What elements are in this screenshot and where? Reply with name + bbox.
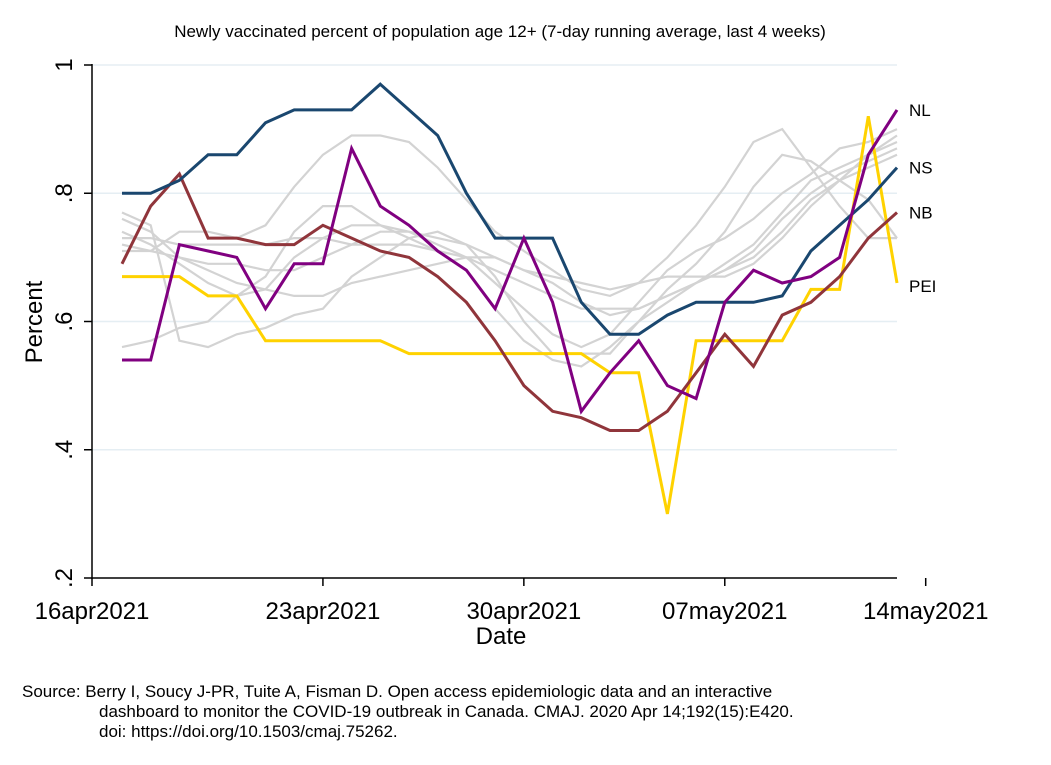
x-tick-label-3: 07may2021 xyxy=(662,598,787,625)
series-labels: NL NS NB PEI xyxy=(909,101,936,296)
x-axis-title: Date xyxy=(476,623,527,650)
series-line-other-7 xyxy=(121,147,898,317)
x-tick-label-1: 23apr2021 xyxy=(266,598,381,625)
series-label-pei: PEI xyxy=(909,277,936,296)
source-line-3: doi: https://doi.org/10.1503/cmaj.75262. xyxy=(99,722,398,741)
series-line-nb xyxy=(120,171,898,432)
series-line-other-3 xyxy=(121,140,898,368)
series-line-other-2 xyxy=(122,127,897,298)
y-tick-label-4: 1 xyxy=(51,58,78,71)
y-tick-label-2: .6 xyxy=(51,311,78,331)
series-line-other-4 xyxy=(122,153,898,310)
chart: Newly vaccinated percent of population a… xyxy=(21,22,989,650)
y-tick-label-3: .8 xyxy=(51,183,78,203)
x-tick-label-0: 16apr2021 xyxy=(35,598,150,625)
y-axis-title: Percent xyxy=(21,280,48,363)
series-line-nl xyxy=(122,109,899,415)
series-line-other-1 xyxy=(121,153,898,355)
x-tick-label-2: 30apr2021 xyxy=(466,598,581,625)
series-label-nl: NL xyxy=(909,101,931,120)
axes: .2 .4 .6 .8 1 16apr2021 23apr2021 30apr2021 07ma… xyxy=(35,58,989,625)
comparison-series xyxy=(121,127,898,368)
source-line-1: Source: Berry I, Soucy J-PR, Tuite A, Fi… xyxy=(22,682,773,701)
highlighted-series xyxy=(120,82,899,515)
chart-title: Newly vaccinated percent of population a… xyxy=(174,22,826,41)
x-tick-label-4: 14may2021 xyxy=(863,598,988,625)
grid xyxy=(92,64,897,451)
source-line-2: dashboard to monitor the COVID-19 outbre… xyxy=(99,702,794,721)
y-tick-label-1: .4 xyxy=(51,440,78,460)
series-line-other-5 xyxy=(121,128,898,349)
series-label-ns: NS xyxy=(909,159,933,178)
series-label-nb: NB xyxy=(909,203,933,222)
source-note: Source: Berry I, Soucy J-PR, Tuite A, Fi… xyxy=(22,682,1032,742)
y-tick-label-0: .2 xyxy=(51,568,78,588)
series-line-ns xyxy=(122,82,899,336)
